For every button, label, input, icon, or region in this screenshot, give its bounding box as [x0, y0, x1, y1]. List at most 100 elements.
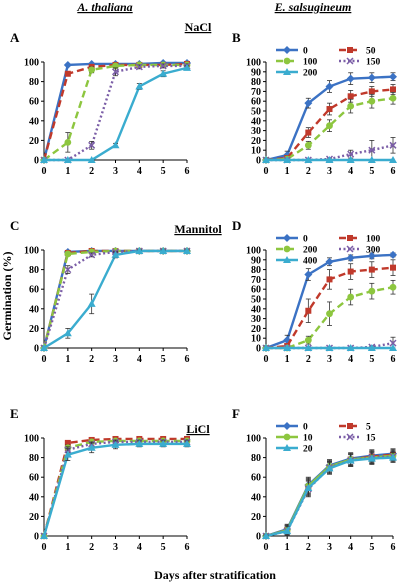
data-point: [304, 156, 313, 163]
y-tick-label: 40: [251, 304, 261, 315]
legend-marker: [283, 422, 291, 430]
y-tick-label: 60: [29, 97, 39, 108]
data-point: [304, 483, 313, 491]
x-tick-label: 2: [306, 354, 311, 365]
data-point: [111, 141, 120, 149]
y-tick-label: 80: [251, 453, 261, 464]
y-tick-label: 90: [251, 67, 261, 78]
data-point: [64, 70, 71, 77]
data-point: [159, 246, 168, 254]
legend-item: 15: [339, 433, 376, 444]
y-tick-label: 0: [34, 344, 39, 355]
data-point: [389, 453, 397, 461]
x-tick-label: 1: [65, 166, 70, 177]
data-point: [87, 443, 96, 451]
x-tick-label: 1: [65, 542, 70, 553]
data-point: [135, 439, 144, 447]
x-tick-label: 1: [65, 354, 70, 365]
legend-item: 100: [276, 58, 318, 68]
column-header-left: A. thaliana: [76, 0, 132, 14]
data-point: [346, 74, 355, 83]
data-point: [346, 156, 355, 163]
data-point: [87, 299, 96, 307]
legend-item: 0: [276, 422, 308, 433]
y-tick-label: 40: [29, 116, 39, 127]
y-tick-label: 100: [246, 246, 261, 257]
legend-label: 0: [303, 423, 308, 433]
data-point: [283, 344, 292, 351]
data-point: [305, 129, 312, 136]
data-point: [304, 270, 313, 279]
data-point: [63, 156, 72, 163]
y-tick-label: 40: [251, 492, 261, 503]
legend-item: 10: [276, 434, 313, 444]
legend-item: 300: [339, 245, 381, 256]
data-point: [367, 454, 376, 462]
legend-marker: [283, 57, 291, 65]
legend-item: 100: [339, 235, 381, 245]
legend-marker: [283, 68, 291, 75]
x-tick-label: 3: [113, 354, 118, 365]
data-point: [346, 456, 355, 464]
data-point: [159, 62, 167, 70]
y-tick-label: 0: [256, 344, 261, 355]
data-point: [346, 344, 355, 351]
data-point: [88, 251, 96, 259]
data-point: [347, 93, 354, 100]
data-point: [389, 94, 397, 102]
data-point: [64, 138, 72, 146]
legend-label: 15: [366, 434, 376, 444]
data-point: [135, 246, 144, 254]
data-point: [183, 63, 191, 71]
data-point: [88, 141, 96, 149]
x-tick-label: 1: [285, 166, 290, 177]
legend-label: 200: [303, 69, 318, 79]
y-tick-label: 50: [251, 295, 261, 306]
y-tick-label: 0: [34, 532, 39, 543]
data-point: [262, 344, 270, 351]
panel-letter: A: [10, 30, 20, 45]
data-point: [183, 246, 191, 254]
chart-panel-e: E 0 20 40 60 80 100 0 1 2 3 4 5 6: [10, 406, 191, 553]
y-tick-label: 100: [24, 58, 39, 69]
y-tick-label: 0: [256, 156, 261, 167]
data-point: [325, 464, 334, 472]
x-tick-label: 5: [369, 166, 374, 177]
x-tick-label: 3: [113, 542, 118, 553]
data-point: [346, 253, 355, 262]
x-tick-label: 0: [264, 354, 269, 365]
data-point: [368, 97, 376, 105]
data-point: [64, 250, 72, 258]
x-tick-label: 0: [42, 354, 47, 365]
series-cyan: [40, 246, 191, 351]
series-400: [262, 344, 397, 351]
data-point: [283, 527, 292, 535]
series-20: [262, 452, 397, 539]
legend-item: 400: [276, 256, 318, 267]
data-point: [63, 450, 72, 458]
data-point: [159, 69, 168, 77]
series-purple: [40, 438, 191, 540]
data-point: [135, 63, 143, 71]
x-tick-label: 4: [137, 542, 142, 553]
legend-label: 50: [366, 47, 376, 57]
y-tick-label: 0: [34, 156, 39, 167]
series-0: [262, 72, 397, 164]
data-point: [262, 156, 270, 163]
data-point: [304, 336, 312, 344]
data-point: [368, 146, 376, 154]
legend-label: 400: [303, 257, 318, 267]
y-tick-label: 70: [251, 275, 261, 286]
data-point: [326, 122, 333, 130]
data-point: [347, 293, 355, 301]
y-tick-label: 80: [29, 77, 39, 88]
legend-marker: [283, 256, 291, 263]
x-tick-label: 6: [391, 354, 396, 365]
y-tick-label: 50: [251, 107, 261, 118]
legend-item: 0: [276, 234, 308, 245]
legend-label: 20: [303, 445, 313, 455]
data-point: [305, 307, 312, 314]
data-point: [87, 156, 96, 163]
